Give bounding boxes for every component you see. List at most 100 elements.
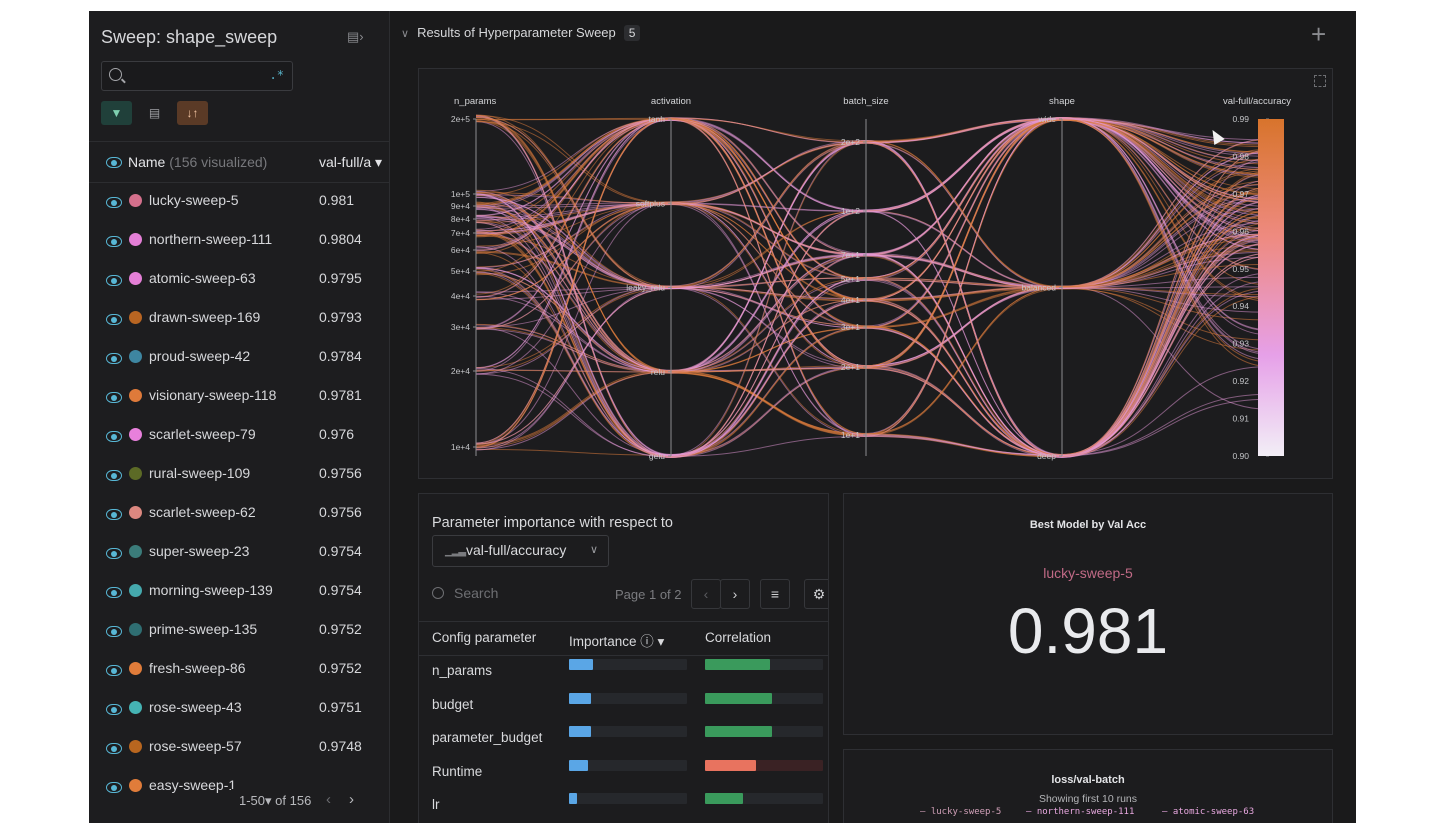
tick-label: 4e+1 [841, 295, 860, 305]
run-row[interactable]: super-sweep-23 0.9754 [89, 533, 389, 572]
run-color-dot[interactable] [129, 311, 142, 324]
run-name[interactable]: visionary-sweep-118 [149, 387, 277, 403]
run-name[interactable]: northern-sweep-111 [149, 231, 273, 247]
legend-item[interactable]: — atomic-sweep-63 [1162, 807, 1255, 817]
next-page-button[interactable]: › [720, 579, 750, 609]
run-name[interactable]: fresh-sweep-86 [149, 660, 246, 676]
run-color-dot[interactable] [129, 389, 142, 402]
run-color-dot[interactable] [129, 467, 142, 480]
run-metric-value: 0.9748 [319, 738, 362, 754]
run-name[interactable]: atomic-sweep-63 [149, 270, 256, 286]
prev-page-button[interactable]: ‹ [326, 791, 331, 808]
metric-column-header[interactable]: val-full/a ▾ [319, 154, 383, 170]
eye-icon[interactable] [106, 704, 122, 715]
next-page-button[interactable]: › [349, 791, 354, 808]
run-name[interactable]: morning-sweep-139 [149, 582, 273, 598]
eye-icon[interactable] [106, 431, 122, 442]
eye-icon[interactable] [106, 157, 122, 168]
run-name[interactable]: super-sweep-23 [149, 543, 250, 559]
run-row[interactable]: northern-sweep-111 0.9804 [89, 221, 389, 260]
eye-icon[interactable] [106, 392, 122, 403]
run-color-dot[interactable] [129, 545, 142, 558]
run-color-dot[interactable] [129, 350, 142, 363]
legend-item[interactable]: — lucky-sweep-5 [920, 807, 1002, 817]
section-header[interactable]: ∨ Results of Hyperparameter Sweep 5 [401, 25, 641, 41]
table-toggle-icon[interactable]: ▤› [347, 29, 364, 44]
run-row[interactable]: rose-sweep-43 0.9751 [89, 689, 389, 728]
eye-icon[interactable] [106, 470, 122, 481]
eye-icon[interactable] [106, 587, 122, 598]
run-row[interactable]: atomic-sweep-63 0.9795 [89, 260, 389, 299]
run-row[interactable]: morning-sweep-139 0.9754 [89, 572, 389, 611]
eye-icon[interactable] [106, 197, 122, 208]
run-row[interactable]: visionary-sweep-118 0.9781 [89, 377, 389, 416]
run-name[interactable]: rose-sweep-57 [149, 738, 242, 754]
parameter-name: n_params [432, 663, 493, 678]
importance-header[interactable]: Importance ⓘ ▾ [569, 634, 665, 649]
run-name[interactable]: rose-sweep-43 [149, 699, 242, 715]
run-color-dot[interactable] [129, 584, 142, 597]
regex-toggle[interactable]: .* [269, 68, 284, 82]
eye-icon[interactable] [106, 626, 122, 637]
settings-button[interactable]: ⚙ [804, 579, 828, 609]
run-row[interactable]: scarlet-sweep-62 0.9756 [89, 494, 389, 533]
run-name[interactable]: scarlet-sweep-79 [149, 426, 256, 442]
eye-icon[interactable] [106, 236, 122, 247]
eye-icon[interactable] [106, 314, 122, 325]
eye-icon[interactable] [106, 353, 122, 364]
eye-icon[interactable] [106, 275, 122, 286]
pager-range[interactable]: 1-50▾ of 156 [239, 793, 312, 808]
run-color-dot[interactable] [129, 506, 142, 519]
run-row[interactable]: drawn-sweep-169 0.9793 [89, 299, 389, 338]
run-color-dot[interactable] [129, 194, 142, 207]
run-color-dot[interactable] [129, 233, 142, 246]
legend-item[interactable]: — northern-sweep-111 [1026, 807, 1135, 817]
run-line [475, 117, 1270, 457]
sort-button[interactable]: ↓↑ [177, 101, 208, 125]
best-run-name[interactable]: lucky-sweep-5 [1043, 565, 1133, 581]
config-parameter-header[interactable]: Config parameter [432, 630, 537, 645]
run-row[interactable]: rural-sweep-109 0.9756 [89, 455, 389, 494]
run-name[interactable]: lucky-sweep-5 [149, 192, 239, 208]
run-color-dot[interactable] [129, 740, 142, 753]
run-row[interactable]: lucky-sweep-5 0.981 [89, 182, 389, 221]
run-name[interactable]: easy-sweep-1 [149, 777, 237, 793]
run-row[interactable]: fresh-sweep-86 0.9752 [89, 650, 389, 689]
correlation-header[interactable]: Correlation [705, 630, 772, 645]
run-row[interactable]: rose-sweep-57 0.9748 [89, 728, 389, 767]
importance-search[interactable]: Search [432, 585, 498, 601]
tick-label: 6e+4 [451, 245, 470, 255]
eye-icon[interactable] [106, 665, 122, 676]
run-row[interactable]: proud-sweep-42 0.9784 [89, 338, 389, 377]
run-name[interactable]: prime-sweep-135 [149, 621, 258, 637]
columns-button[interactable]: ≡ [760, 579, 790, 609]
run-color-dot[interactable] [129, 701, 142, 714]
run-color-dot[interactable] [129, 623, 142, 636]
eye-icon[interactable] [106, 509, 122, 520]
eye-icon[interactable] [106, 743, 122, 754]
run-search-input[interactable] [130, 66, 264, 86]
name-column-header[interactable]: Name (156 visualized) [128, 154, 268, 170]
filter-button[interactable]: ▼︎ [101, 101, 132, 125]
run-color-dot[interactable] [129, 779, 142, 792]
run-metric-value: 0.9784 [319, 348, 362, 364]
run-search[interactable]: .* [101, 61, 293, 91]
run-row[interactable]: scarlet-sweep-79 0.976 [89, 416, 389, 455]
metric-select[interactable]: ▁▂▃ val-full/accuracy ∨ [432, 535, 609, 567]
run-color-dot[interactable] [129, 662, 142, 675]
run-name[interactable]: proud-sweep-42 [149, 348, 251, 364]
eye-icon[interactable] [106, 782, 122, 793]
eye-icon[interactable] [106, 548, 122, 559]
color-scale-bar [1258, 119, 1284, 456]
expand-icon[interactable] [1314, 75, 1326, 87]
run-row[interactable]: easy-sweep-1 [89, 767, 389, 806]
run-color-dot[interactable] [129, 428, 142, 441]
run-row[interactable]: prime-sweep-135 0.9752 [89, 611, 389, 650]
run-name[interactable]: scarlet-sweep-62 [149, 504, 256, 520]
run-color-dot[interactable] [129, 272, 142, 285]
add-panel-button[interactable]: + [1311, 19, 1327, 49]
group-button[interactable]: ▤ [139, 101, 170, 125]
prev-page-button[interactable]: ‹ [691, 579, 721, 609]
run-name[interactable]: rural-sweep-109 [149, 465, 251, 481]
run-name[interactable]: drawn-sweep-169 [149, 309, 261, 325]
